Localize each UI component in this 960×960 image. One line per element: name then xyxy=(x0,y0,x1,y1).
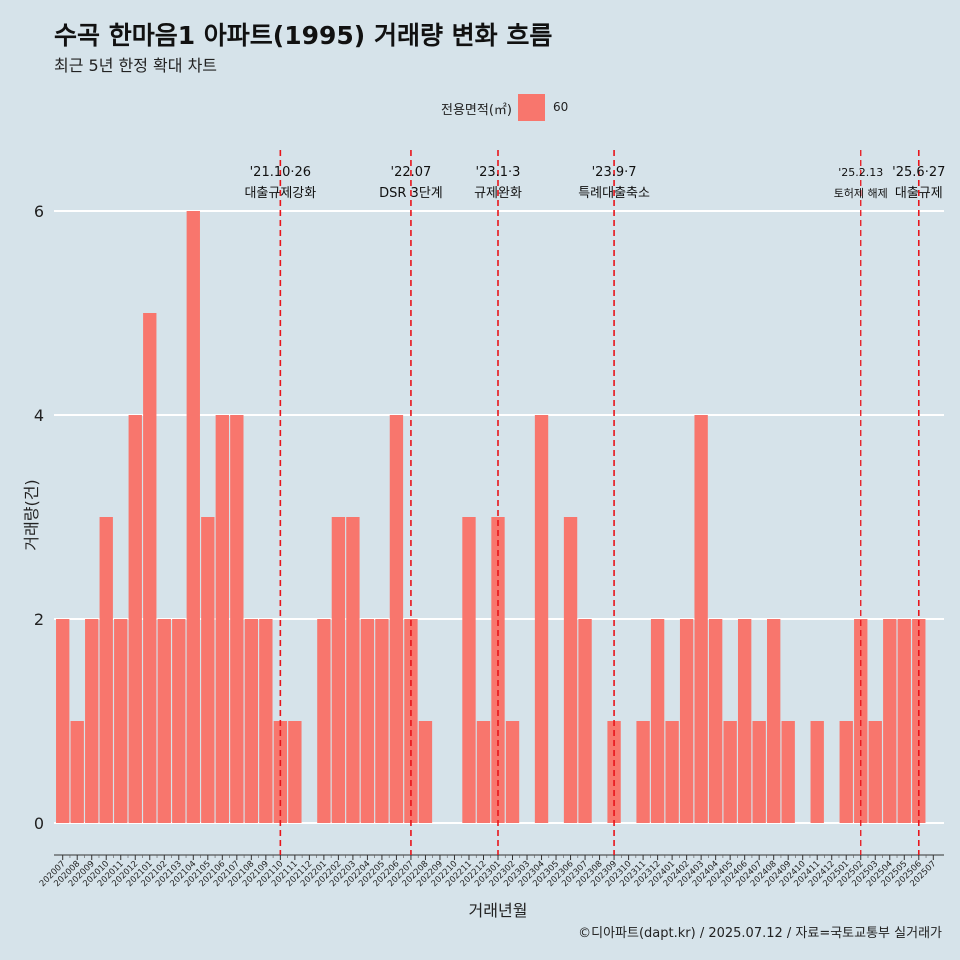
event-date-label: '25.6·27 xyxy=(892,165,945,180)
bar xyxy=(650,619,665,823)
bar xyxy=(737,619,752,823)
event-label: 특례대출축소 xyxy=(578,186,650,201)
y-tick-label: 6 xyxy=(34,202,44,221)
bar xyxy=(563,517,578,823)
event-date-label: '22.07 xyxy=(391,165,432,180)
chart-subtitle: 최근 5년 한정 확대 차트 xyxy=(54,56,218,75)
bar xyxy=(288,721,302,823)
event-label: 대출규제강화 xyxy=(244,186,316,201)
bar xyxy=(810,721,824,823)
bar xyxy=(752,721,766,823)
bar xyxy=(389,415,404,823)
bar xyxy=(360,619,375,823)
y-tick-label: 4 xyxy=(34,406,44,425)
bar xyxy=(230,415,244,823)
bar xyxy=(259,619,273,823)
bar xyxy=(839,721,853,823)
bar xyxy=(708,619,723,823)
bar xyxy=(172,619,186,823)
event-date-label: '23.1·3 xyxy=(476,165,521,180)
legend-title: 전용면적(㎡) xyxy=(441,103,512,118)
bar xyxy=(665,721,679,823)
y-tick-label: 0 xyxy=(34,814,44,833)
event-label: 규제완화 xyxy=(474,186,522,201)
event-date-label: '25.2.13 xyxy=(838,166,883,179)
bar xyxy=(215,415,229,823)
event-label: 대출규제 xyxy=(895,186,943,201)
bar xyxy=(244,619,259,823)
y-axis-label: 거래량(건) xyxy=(22,479,41,551)
y-tick-label: 2 xyxy=(34,610,44,629)
legend: 전용면적(㎡) 60 xyxy=(0,92,960,122)
bar xyxy=(128,415,142,823)
bar xyxy=(70,721,84,823)
event-label: 토허제 해제 xyxy=(834,186,888,200)
bar xyxy=(883,619,897,823)
bar xyxy=(375,619,389,823)
bar xyxy=(346,517,360,823)
bar xyxy=(767,619,781,823)
bar xyxy=(99,517,113,823)
bar xyxy=(505,721,520,823)
chart-title: 수곡 한마음1 아파트(1995) 거래량 변화 흐름 xyxy=(54,21,553,50)
bar xyxy=(636,721,650,823)
bar xyxy=(534,415,549,823)
legend-key-swatch xyxy=(518,94,545,121)
bar xyxy=(201,517,215,823)
legend-label: 60 xyxy=(553,100,569,114)
event-date-label: '21.10·26 xyxy=(250,165,311,180)
bar xyxy=(418,721,433,823)
event-date-label: '23.9·7 xyxy=(592,165,637,180)
bar xyxy=(578,619,592,823)
bar xyxy=(679,619,694,823)
bar xyxy=(781,721,795,823)
bar xyxy=(723,721,737,823)
bar xyxy=(85,619,99,823)
bar xyxy=(186,211,200,823)
bar xyxy=(462,517,476,823)
bar xyxy=(868,721,882,823)
bar xyxy=(317,619,331,823)
source-caption: ©디아파트(dapt.kr) / 2025.07.12 / 자료=국토교통부 실… xyxy=(578,926,942,941)
bar xyxy=(114,619,128,823)
event-label: DSR 3단계 xyxy=(379,186,443,201)
bar xyxy=(331,517,346,823)
bar xyxy=(694,415,708,823)
bar xyxy=(897,619,911,823)
bar xyxy=(157,619,171,823)
bar xyxy=(476,721,491,823)
bar xyxy=(143,313,157,823)
bar xyxy=(56,619,70,823)
x-axis-label: 거래년월 xyxy=(468,901,528,920)
